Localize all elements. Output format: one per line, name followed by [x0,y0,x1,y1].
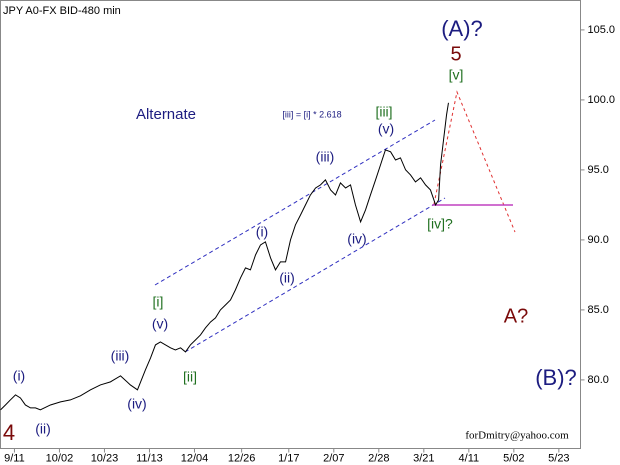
x-tick-label: 12/04 [181,452,209,464]
wave-label: [iii] [375,104,392,120]
wave-label: A? [504,305,528,327]
x-tick-label: 10/02 [46,452,74,464]
y-tick-label: 80.0 [588,374,609,386]
wave-label: (i) [256,224,268,240]
y-tick-label: 105.0 [588,24,616,36]
wave-label: (iii) [111,348,130,364]
y-tick-label: 85.0 [588,304,609,316]
wave-label: (ii) [279,270,295,286]
x-tick-label: 4/11 [459,452,480,464]
wave-label: (A)? [441,16,483,41]
x-tick-label: 5/02 [503,452,524,464]
wave-label: (iii) [316,149,335,165]
watermark: forDmitry@yahoo.com [465,430,569,442]
x-tick-label: 11/13 [136,452,163,464]
x-tick-label: 5/23 [548,452,569,464]
wave-label: (v) [152,316,168,332]
plot-frame [0,0,581,449]
y-tick-label: 95.0 [588,164,609,176]
channel-lower [184,197,446,353]
wave-label: [ii] [183,369,197,385]
wave-label: (iv) [347,231,366,247]
wave-label: [iv]? [427,216,453,232]
wave-label: (B)? [535,365,577,390]
wave-label: (iv) [127,396,146,412]
x-tick-label: 3/21 [413,452,434,464]
x-tick-label: 2/28 [368,452,389,464]
y-tick-label: 90.0 [588,234,609,246]
note: [iii] = [i] * 2.618 [282,109,341,119]
wave-label: (v) [378,121,394,137]
wave-label: [i] [153,294,164,310]
chart-title: JPY A0-FX BID-480 min [3,5,121,17]
channel-upper [154,119,436,286]
x-tick-label: 2/07 [323,452,344,464]
x-tick-label: 1/17 [278,452,299,464]
note: Alternate [136,106,196,123]
y-tick-label: 100.0 [588,94,616,106]
wave-label: [v] [449,67,464,83]
x-tick-label: 12/26 [228,452,256,464]
wave-label: 5 [450,43,461,65]
wave-label: 4 [3,420,15,445]
wave-label: (i) [13,368,25,384]
price-line [0,102,449,411]
annotations: (A)? 5 [v] Alternate [iii] = [i] * 2.618… [3,16,577,445]
x-tick-label: 9/11 [4,452,25,464]
x-tick-label: 10/23 [91,452,119,464]
wave-label: (ii) [35,421,51,437]
projection [433,90,516,233]
